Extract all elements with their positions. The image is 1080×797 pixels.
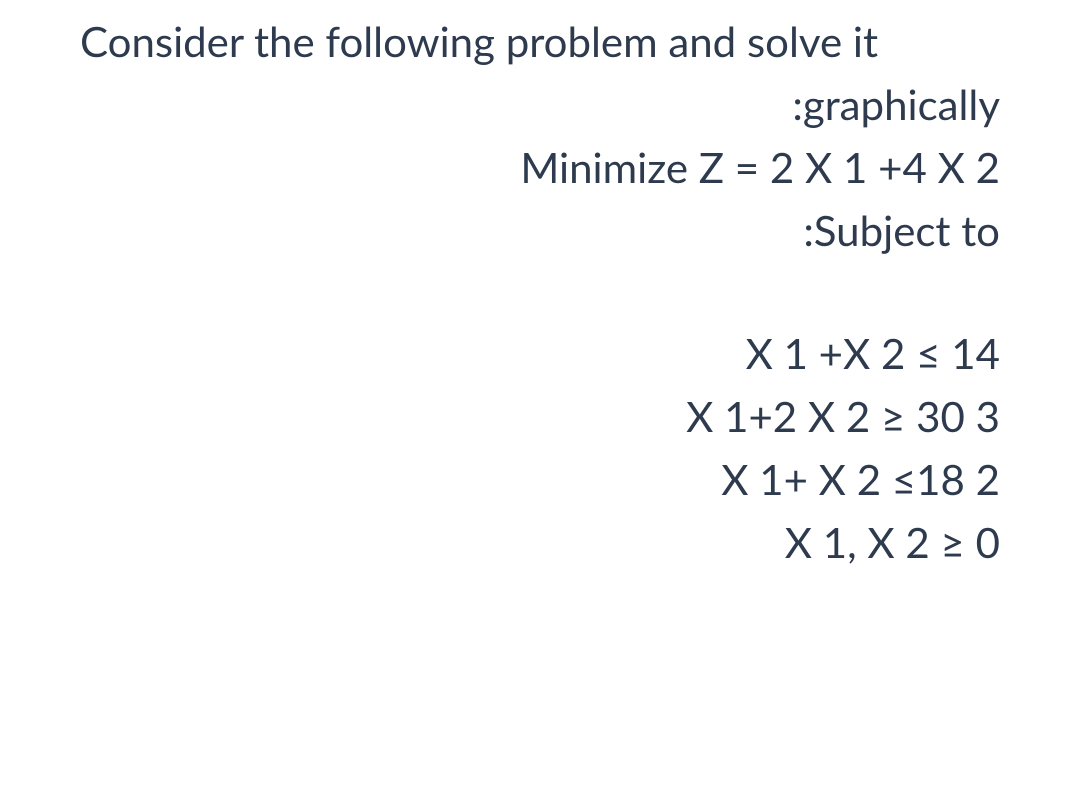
subject-to-label: :Subject to: [80, 199, 1000, 262]
intro-text-line2: :graphically: [80, 73, 1000, 136]
intro-text-line1: Consider the following problem and solve…: [80, 10, 1000, 73]
constraint-2: X 1+2 X 2 ≥ 30 3: [80, 385, 1000, 448]
constraint-4: X 1, X 2 ≥ 0: [80, 511, 1000, 574]
constraint-1: X 1 +X 2 ≤ 14: [80, 322, 1000, 385]
constraint-3: X 1+ X 2 ≤18 2: [80, 448, 1000, 511]
problem-statement: Consider the following problem and solve…: [80, 10, 1000, 574]
constraints-block: X 1 +X 2 ≤ 14 X 1+2 X 2 ≥ 30 3 X 1+ X 2 …: [80, 322, 1000, 574]
objective-function: Minimize Z = 2 X 1 +4 X 2: [80, 136, 1000, 199]
